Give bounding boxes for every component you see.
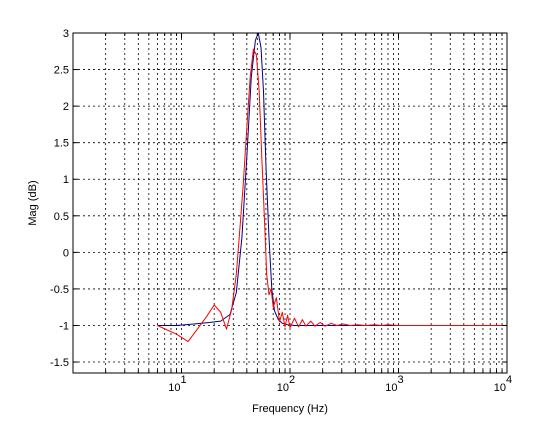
- x-tick-label: 10: [494, 382, 506, 394]
- tick-marks: [72, 32, 507, 373]
- x-tick-label: 10: [385, 382, 397, 394]
- y-tick-label: 0: [63, 247, 69, 259]
- x-tick-exponent: 4: [506, 374, 512, 386]
- y-tick-label: 2: [63, 101, 69, 113]
- grid-lines: [73, 33, 507, 373]
- x-axis-label: Frequency (Hz): [252, 403, 328, 415]
- x-tick-label: 10: [277, 382, 289, 394]
- x-tick-exponent: 2: [289, 374, 295, 386]
- x-tick-label: 10: [168, 382, 180, 394]
- y-tick-label: -1.5: [50, 357, 69, 369]
- x-tick-exponent: 3: [398, 374, 404, 386]
- y-tick-label: -1: [59, 320, 69, 332]
- y-tick-label: 0.5: [54, 211, 69, 223]
- y-axis-label: Mag (dB): [27, 180, 39, 225]
- y-tick-label: 3: [63, 28, 69, 40]
- y-tick-labels: -1.5 -1 -0.5 0 0.5 1 1.5 2 2.5 3: [50, 28, 69, 369]
- series-line-2: [157, 48, 507, 343]
- y-tick-label: -0.5: [50, 284, 69, 296]
- y-tick-label: 1.5: [54, 138, 69, 150]
- y-tick-label: 1: [63, 174, 69, 186]
- x-tick-exponent: 1: [181, 374, 187, 386]
- y-tick-label: 2.5: [54, 65, 69, 77]
- series-layer: [157, 32, 507, 343]
